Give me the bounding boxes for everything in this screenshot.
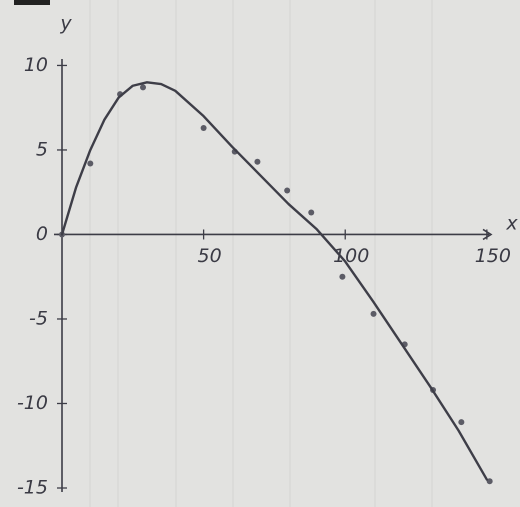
data-point	[254, 158, 261, 165]
data-point	[200, 124, 207, 131]
x-tick-label: 100	[333, 245, 369, 267]
data-point	[308, 209, 315, 216]
y-tick-label: 10	[24, 54, 48, 76]
y-tick-label: -15	[17, 477, 48, 499]
data-point	[486, 478, 493, 485]
x-axis-label: x	[505, 213, 518, 235]
y-tick-label: 0	[36, 223, 48, 245]
data-point	[140, 84, 147, 91]
y-axis-label: y	[59, 13, 72, 35]
y-tick-label: 5	[36, 138, 48, 160]
paper-grid	[89, 0, 433, 507]
data-point	[284, 187, 291, 194]
data-point	[458, 419, 465, 426]
data-point	[370, 310, 377, 317]
data-point	[87, 160, 94, 167]
data-point	[339, 273, 346, 280]
y-tick-label: -5	[29, 307, 48, 329]
x-tick-label: 150	[475, 245, 511, 267]
fitted-curve	[60, 81, 489, 481]
x-tick-label: 50	[198, 245, 222, 267]
x-axis-arrow	[482, 228, 493, 241]
y-tick-label: -10	[17, 392, 48, 414]
corner-mark	[14, 0, 50, 5]
